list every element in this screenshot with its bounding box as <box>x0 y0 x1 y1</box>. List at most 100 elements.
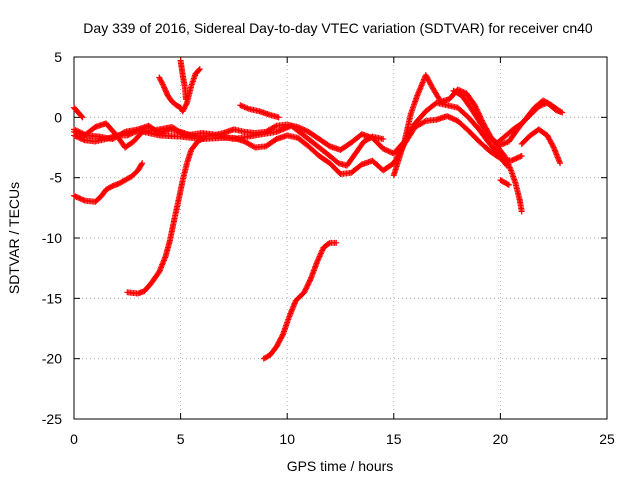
data-point <box>509 157 516 164</box>
data-point <box>138 161 145 168</box>
x-tick-label: 0 <box>70 431 78 447</box>
data-point <box>303 285 310 292</box>
data-point <box>380 145 387 152</box>
data-point <box>139 160 146 167</box>
series-track-d <box>71 160 146 205</box>
data-point <box>298 125 305 132</box>
x-tick-label: 10 <box>279 431 295 447</box>
y-tick-label: -20 <box>42 351 62 367</box>
data-point <box>380 136 387 143</box>
y-tick-label: -10 <box>42 230 62 246</box>
data-point <box>279 332 286 339</box>
data-point <box>514 154 521 161</box>
data-point <box>201 134 208 141</box>
data-point <box>475 110 482 117</box>
data-point <box>182 96 189 103</box>
series-track-o <box>71 104 86 121</box>
data-point <box>381 146 388 153</box>
y-tick-label: -15 <box>42 290 62 306</box>
data-point <box>302 127 309 134</box>
data-point <box>301 287 308 294</box>
data-point <box>77 195 84 202</box>
data-point <box>72 193 79 200</box>
data-point <box>518 152 525 159</box>
series-track-h <box>237 102 282 121</box>
data-series <box>71 57 566 362</box>
data-point <box>325 240 332 247</box>
data-point <box>80 196 87 203</box>
data-point <box>163 89 170 96</box>
data-point <box>301 127 308 134</box>
data-point <box>473 105 480 112</box>
data-point <box>199 135 206 142</box>
data-point <box>130 129 137 136</box>
y-axis-label: SDTVAR / TECUs <box>6 182 22 294</box>
data-point <box>471 102 478 109</box>
x-axis-label: GPS time / hours <box>287 458 394 474</box>
data-point <box>73 193 80 200</box>
data-point <box>496 154 503 161</box>
data-point <box>421 118 428 125</box>
data-point <box>559 109 566 116</box>
data-point <box>513 155 520 162</box>
data-point <box>301 289 308 296</box>
data-point <box>305 281 312 288</box>
data-point <box>557 160 564 167</box>
data-point <box>160 82 167 89</box>
data-point <box>517 153 524 160</box>
data-point <box>446 114 453 121</box>
chart-title: Day 339 of 2016, Sidereal Day-to-day VTE… <box>83 20 593 36</box>
grid <box>74 57 607 419</box>
series-track-e <box>124 134 208 297</box>
data-point <box>126 131 133 138</box>
data-point <box>305 280 312 287</box>
data-point <box>78 113 85 120</box>
data-point <box>472 103 479 110</box>
data-point <box>385 148 392 155</box>
x-tick-label: 15 <box>386 431 402 447</box>
series-track-g <box>177 57 189 103</box>
data-point <box>510 156 517 163</box>
data-point <box>272 123 279 130</box>
data-point <box>518 208 525 215</box>
y-axis: -25 -20 -15 -10 -5 0 5 <box>42 49 607 427</box>
data-point <box>78 196 85 203</box>
data-point <box>79 114 86 121</box>
data-point <box>504 181 511 188</box>
y-tick-label: -25 <box>42 411 62 427</box>
data-point <box>306 278 313 285</box>
data-point <box>161 85 168 92</box>
data-point <box>448 114 455 121</box>
data-point <box>382 146 389 153</box>
y-tick-label: 5 <box>54 49 62 65</box>
data-point <box>195 67 202 74</box>
x-tick-label: 25 <box>599 431 615 447</box>
data-point <box>473 106 480 113</box>
data-point <box>333 239 340 246</box>
data-point <box>74 194 81 201</box>
data-point <box>386 148 393 155</box>
data-point <box>445 113 452 120</box>
data-point <box>129 130 136 137</box>
data-point <box>505 181 512 188</box>
data-point <box>300 126 307 133</box>
data-point <box>275 114 282 121</box>
data-point <box>132 128 139 135</box>
data-point <box>444 113 451 120</box>
data-point <box>452 116 459 123</box>
y-tick-label: 0 <box>54 109 62 125</box>
series-track-k <box>450 87 566 147</box>
data-point <box>303 283 310 290</box>
series-track-m <box>497 177 512 188</box>
data-point <box>302 286 309 293</box>
data-point <box>512 155 519 162</box>
data-point <box>161 84 168 91</box>
data-point <box>71 192 77 199</box>
data-point <box>549 143 556 150</box>
data-point <box>125 131 132 138</box>
data-point <box>307 277 314 284</box>
series-track-l <box>493 142 525 215</box>
series-track-c <box>71 120 387 169</box>
